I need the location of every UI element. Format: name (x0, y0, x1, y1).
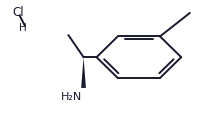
Text: H: H (19, 23, 27, 33)
Text: H₂N: H₂N (61, 92, 82, 102)
Polygon shape (81, 57, 86, 88)
Text: Cl: Cl (12, 6, 24, 19)
